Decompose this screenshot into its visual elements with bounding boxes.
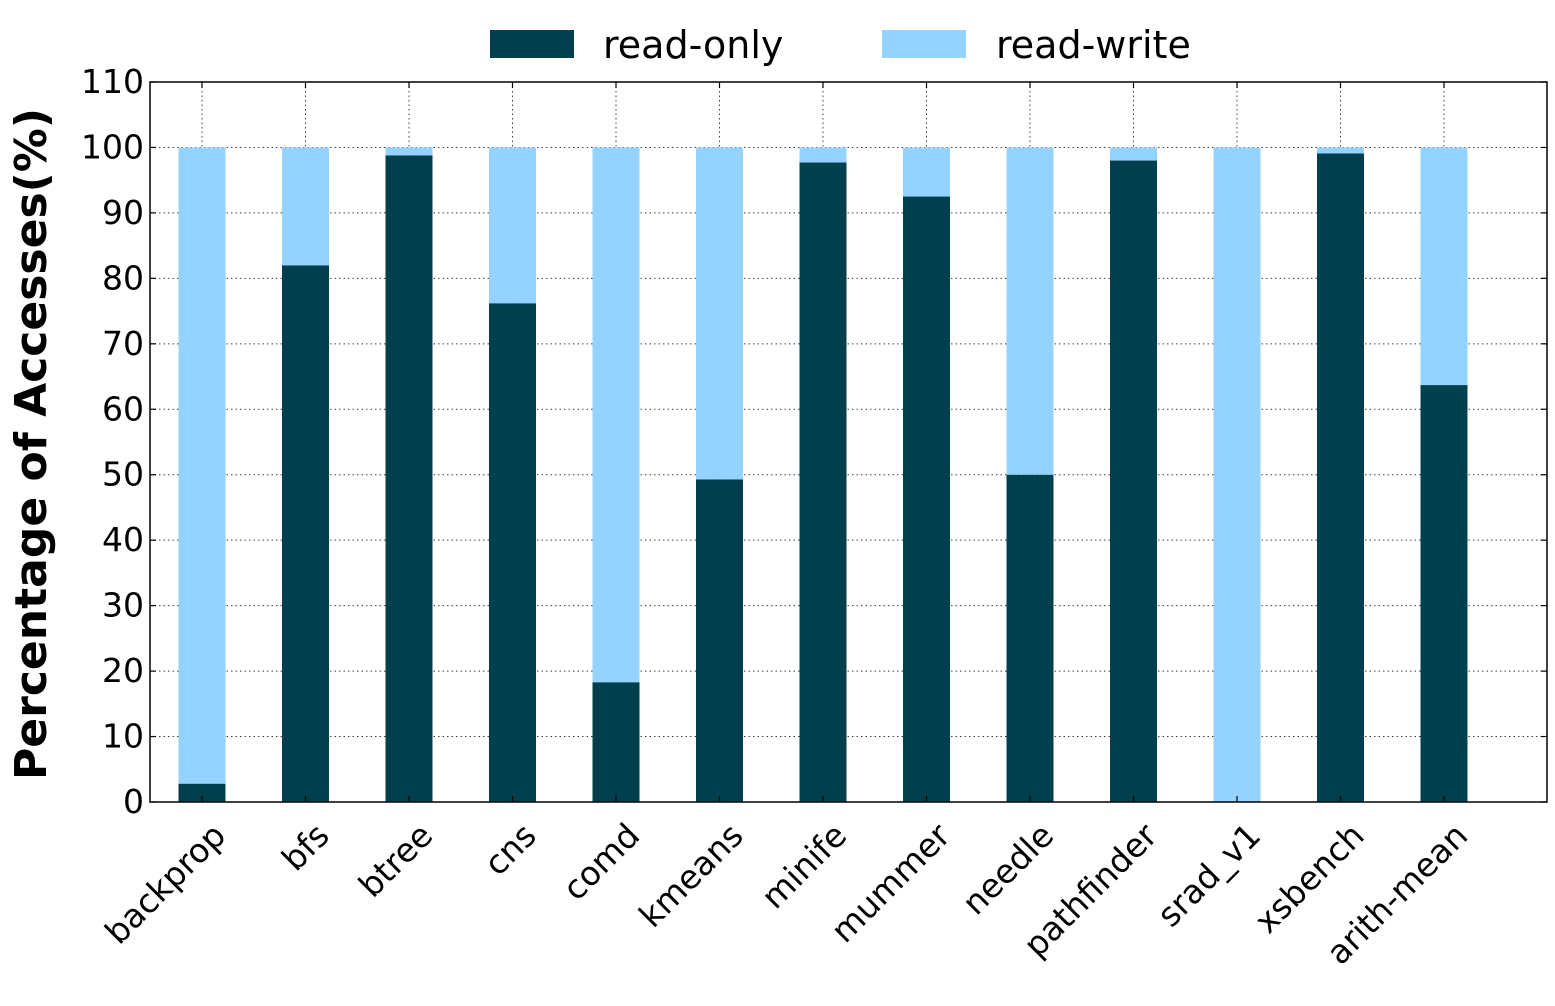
y-tick-label: 20 <box>102 651 144 690</box>
y-tick-label: 90 <box>102 193 144 232</box>
x-tick-label: kmeans <box>631 816 750 935</box>
bars <box>178 147 1468 803</box>
bar-kmeans-read-write <box>696 147 743 480</box>
x-tick-label: btree <box>351 816 440 905</box>
bar-comd-read-write <box>592 147 640 683</box>
bar-pathfinder-read-only <box>1110 160 1157 802</box>
legend-swatch-read-write <box>882 30 966 58</box>
y-tick-label: 0 <box>123 782 144 821</box>
y-tick-label: 100 <box>81 127 144 166</box>
legend-swatch-read-only <box>490 30 574 58</box>
bar-minife-read-write <box>799 147 847 163</box>
bar-srad_v1-read-write <box>1213 147 1261 803</box>
y-tick-label: 40 <box>102 520 144 559</box>
bar-bfs-read-write <box>282 147 329 266</box>
bar-mummer-read-write <box>903 147 950 197</box>
legend-label-read-write: read-write <box>996 23 1191 67</box>
y-axis-ticks: 0 10 20 30 40 50 60 70 80 90 100 110 <box>81 62 1547 821</box>
y-tick-label: 60 <box>102 389 144 428</box>
bar-cns-read-write <box>489 147 536 304</box>
plot-frame <box>149 81 1548 803</box>
bar-pathfinder-read-write <box>1110 147 1157 161</box>
bar-xsbench-read-write <box>1317 147 1364 154</box>
bar-needle-read-write <box>1006 147 1054 475</box>
bar-minife-read-only <box>799 162 847 802</box>
bar-arith-mean-read-write <box>1420 147 1468 386</box>
y-tick-label: 110 <box>81 62 144 101</box>
x-tick-label: bfs <box>274 816 337 879</box>
y-tick-label: 80 <box>102 258 144 297</box>
bar-backprop-read-write <box>178 147 226 784</box>
y-tick-label: 50 <box>102 455 144 494</box>
x-tick-label: cns <box>476 816 543 883</box>
bar-xsbench-read-only <box>1317 153 1364 802</box>
y-tick-label: 70 <box>102 324 144 363</box>
bar-btree-read-only <box>385 155 433 803</box>
legend-label-read-only: read-only <box>603 23 783 67</box>
bar-kmeans-read-only <box>696 479 743 802</box>
bar-mummer-read-only <box>903 196 950 802</box>
bar-backprop-read-only <box>178 783 226 802</box>
bar-btree-read-write <box>385 147 433 156</box>
bar-cns-read-only <box>489 303 536 802</box>
x-tick-label: comd <box>555 816 647 908</box>
y-axis-label: Percentage of Accesses(%) <box>6 108 57 780</box>
bar-bfs-read-only <box>282 265 329 803</box>
bar-needle-read-only <box>1006 474 1054 802</box>
y-tick-label: 10 <box>102 717 144 756</box>
bar-comd-read-only <box>592 682 640 802</box>
legend: read-only read-write <box>490 23 1191 67</box>
x-tick-label: backprop <box>97 816 233 952</box>
bar-arith-mean-read-only <box>1420 385 1468 802</box>
x-tick-label: minife <box>754 816 855 917</box>
y-tick-label: 30 <box>102 586 144 625</box>
